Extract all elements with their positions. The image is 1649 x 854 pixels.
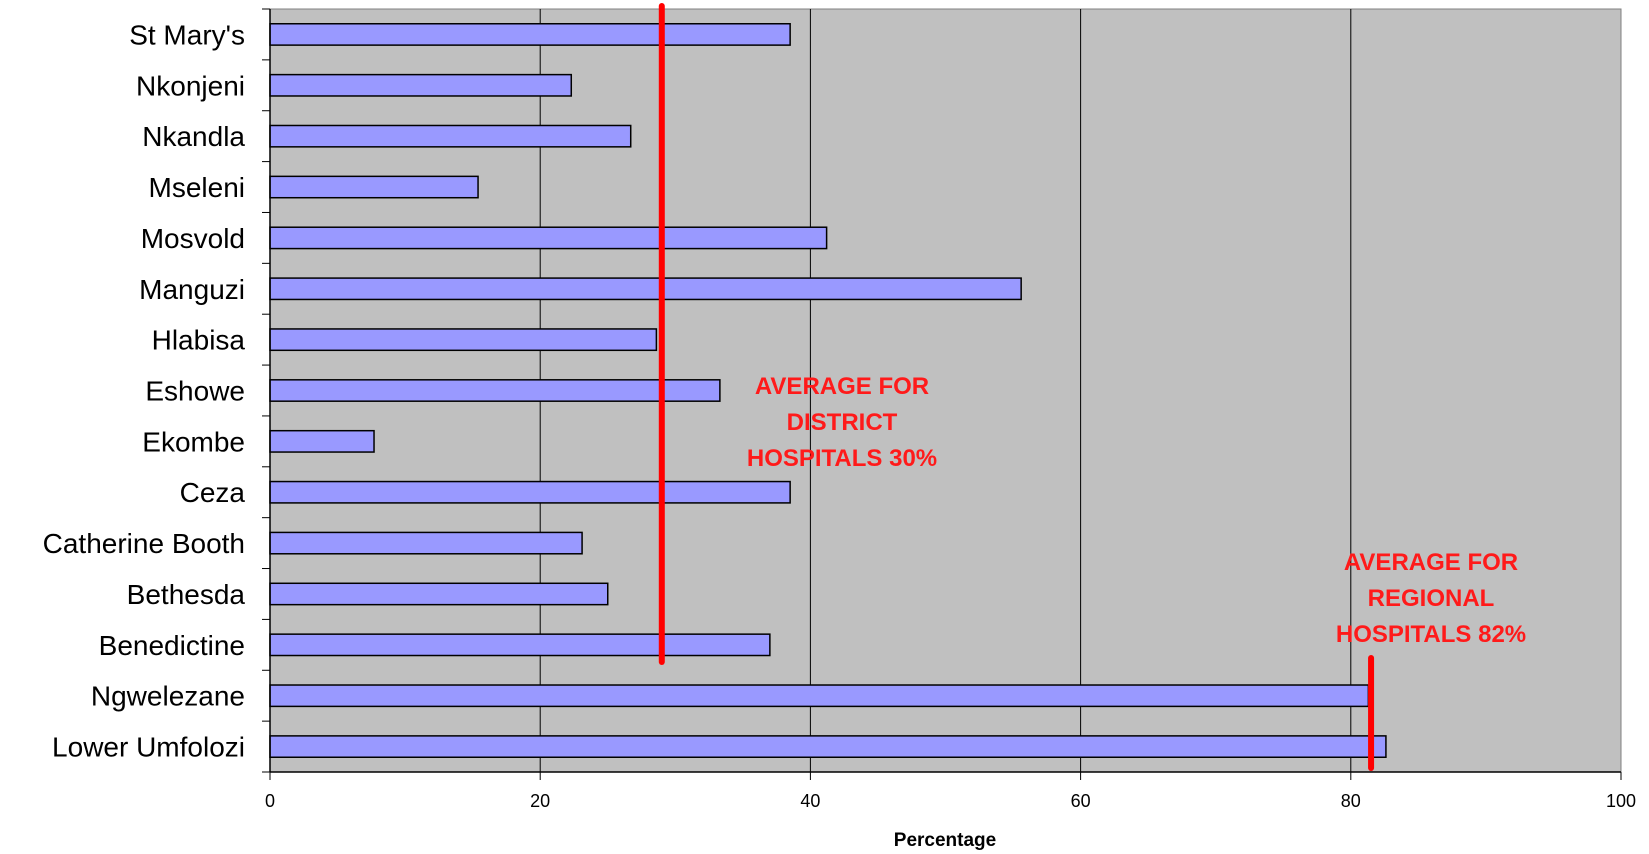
category-label: Nkonjeni bbox=[136, 70, 245, 101]
reference-annotation: DISTRICT bbox=[787, 409, 898, 436]
category-label: Catherine Booth bbox=[43, 528, 245, 559]
category-label: Hlabisa bbox=[152, 325, 246, 356]
reference-annotation: REGIONAL bbox=[1368, 585, 1495, 612]
category-label: Mosvold bbox=[141, 223, 245, 254]
axes bbox=[262, 8, 1622, 780]
bar bbox=[269, 23, 791, 46]
bar bbox=[269, 429, 375, 453]
category-label: Ngwelezane bbox=[91, 681, 245, 712]
reference-annotation: HOSPITALS 30% bbox=[747, 445, 937, 472]
bar bbox=[269, 175, 479, 199]
category-label: Bethesda bbox=[127, 579, 246, 610]
category-label: Mseleni bbox=[149, 172, 245, 203]
category-labels: St Mary's Nkonjeni Nkandla Mseleni Mosvold Ma… bbox=[43, 19, 246, 762]
x-tick-label: 40 bbox=[800, 791, 820, 811]
bar bbox=[269, 124, 632, 148]
bar bbox=[269, 480, 791, 504]
reference-lines: AVERAGE FOR DISTRICT HOSPITALS 30% AVERAGE … bbox=[658, 3, 1526, 771]
x-tick-labels: 0 20 40 60 80 100 bbox=[265, 791, 1636, 811]
category-label: Nkandla bbox=[142, 121, 245, 152]
category-label: St Mary's bbox=[129, 19, 245, 50]
x-tick-label: 60 bbox=[1071, 791, 1091, 811]
category-label: Ceza bbox=[180, 477, 246, 508]
bar bbox=[269, 379, 721, 402]
bar bbox=[269, 633, 771, 657]
x-tick-label: 100 bbox=[1606, 791, 1636, 811]
x-tick-label: 20 bbox=[530, 791, 550, 811]
category-label: Manguzi bbox=[139, 274, 245, 305]
reference-annotation: HOSPITALS 82% bbox=[1336, 621, 1526, 648]
x-tick-label: 80 bbox=[1341, 791, 1361, 811]
bar bbox=[269, 226, 828, 250]
bars bbox=[269, 23, 1387, 758]
category-label: Ekombe bbox=[142, 426, 245, 457]
category-label: Benedictine bbox=[99, 630, 245, 661]
reference-annotation: AVERAGE FOR bbox=[1344, 549, 1518, 576]
bar bbox=[269, 328, 658, 352]
bar bbox=[269, 684, 1370, 708]
bar bbox=[269, 277, 1022, 301]
bar bbox=[269, 73, 573, 97]
x-tick-label: 0 bbox=[265, 791, 275, 811]
x-axis-title: Percentage bbox=[894, 830, 996, 851]
bar bbox=[269, 582, 609, 606]
bar bbox=[269, 531, 583, 555]
category-label: Lower Umfolozi bbox=[52, 732, 245, 763]
category-label: Eshowe bbox=[145, 376, 245, 407]
reference-annotation: AVERAGE FOR bbox=[755, 373, 929, 400]
bar bbox=[269, 735, 1387, 758]
